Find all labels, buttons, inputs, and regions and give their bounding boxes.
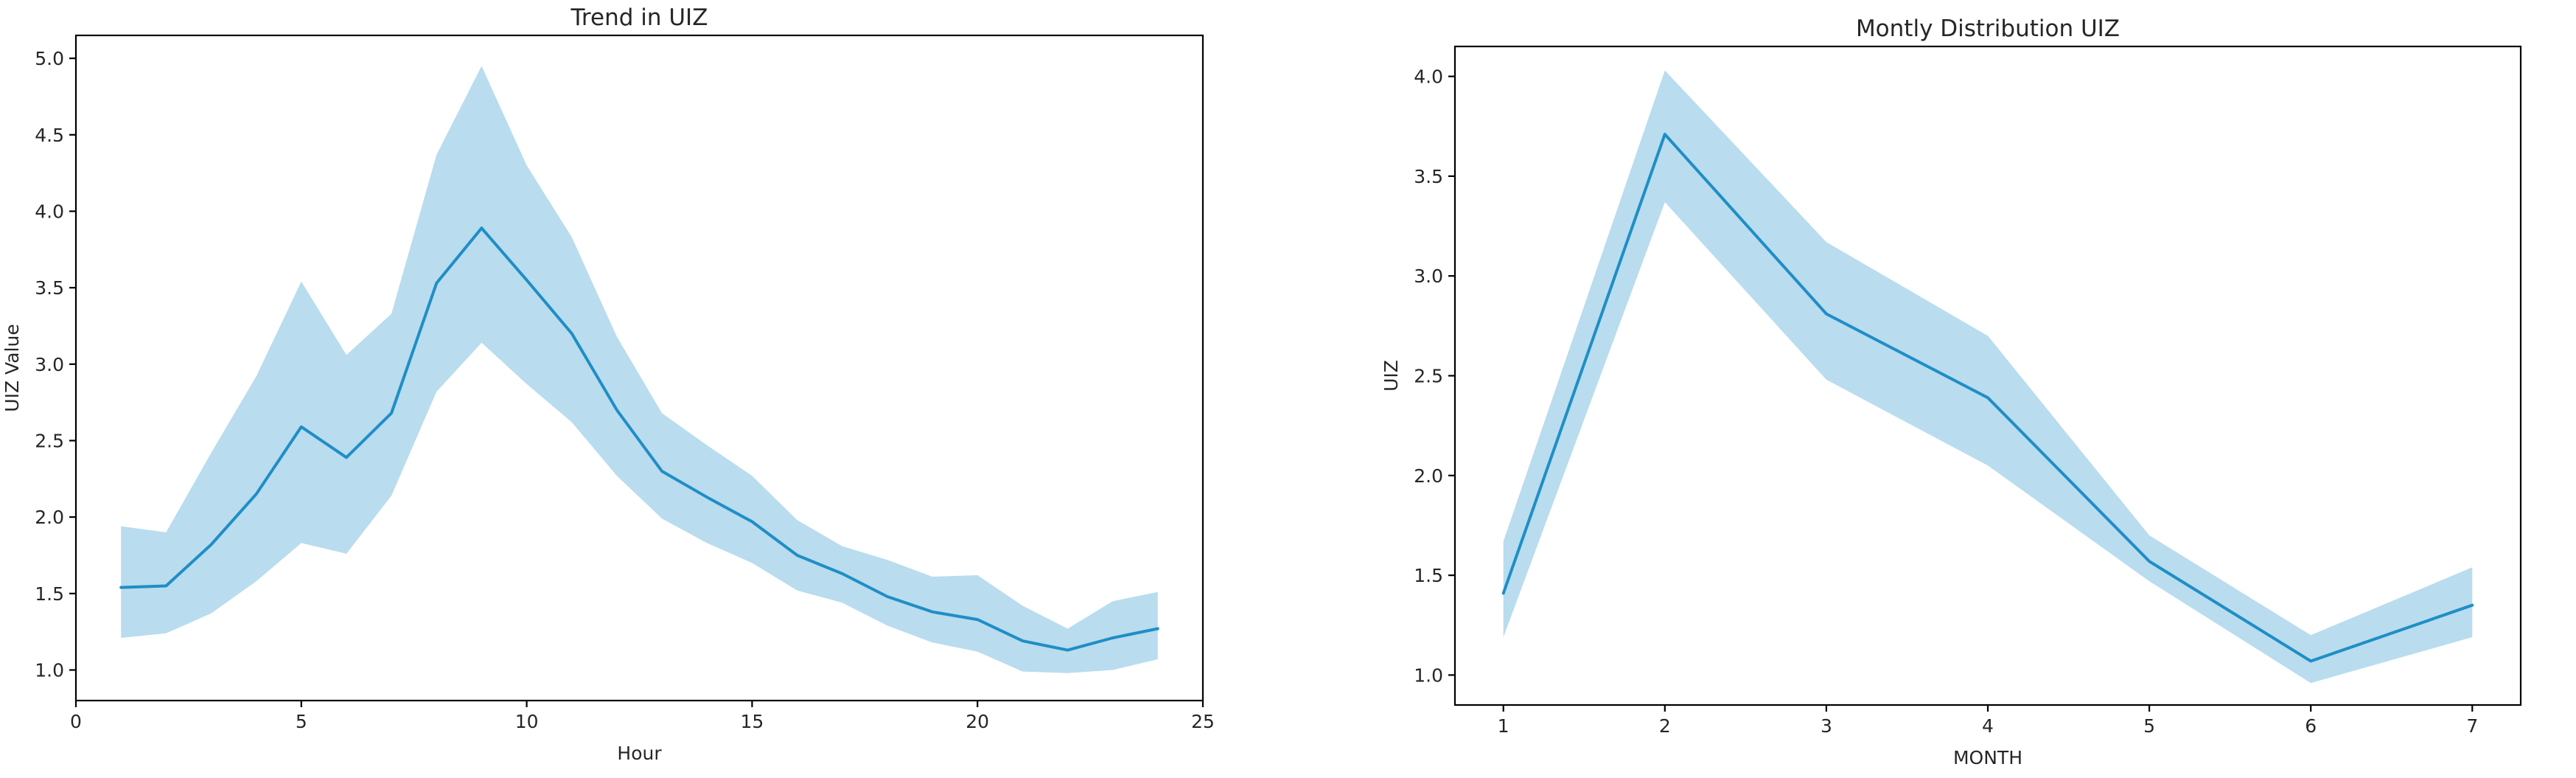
x-tick-label: 0: [70, 711, 82, 732]
x-tick-label: 5: [296, 711, 307, 732]
y-axis-title: UIZ Value: [1, 324, 23, 411]
x-tick-label: 5: [2143, 715, 2155, 737]
data-point: [930, 610, 935, 614]
data-point: [525, 278, 529, 282]
y-tick-label: 2.0: [35, 507, 64, 528]
data-point: [1986, 395, 1990, 400]
data-point: [389, 411, 394, 415]
data-point: [1824, 312, 1829, 316]
data-point: [164, 584, 168, 588]
data-point: [2147, 559, 2151, 563]
data-point: [705, 495, 709, 499]
x-tick-label: 3: [1821, 715, 1832, 737]
y-tick-label: 2.0: [1414, 465, 1443, 487]
data-point: [1156, 627, 1160, 631]
y-tick-label: 3.5: [35, 277, 64, 299]
data-point: [750, 519, 754, 524]
x-tick-label: 1: [1498, 715, 1509, 737]
x-tick-label: 25: [1191, 711, 1215, 732]
y-tick-label: 1.5: [1414, 565, 1443, 586]
y-tick-label: 3.5: [1414, 166, 1443, 187]
data-point: [615, 408, 619, 412]
series-line: [119, 226, 1159, 652]
y-tick-label: 2.5: [1414, 366, 1443, 387]
x-tick-label: 10: [515, 711, 539, 732]
confidence-band: [121, 66, 1158, 673]
data-point: [570, 331, 574, 336]
y-tick-label: 4.0: [1414, 66, 1443, 88]
hourly-trend-chart: 0 5 10 15 20 25 1.0 1.5 2.0 2.5 3.0 3.5 4.0 4.5 5.0 Hou…: [1, 4, 1215, 764]
confidence-band: [1503, 70, 2473, 684]
chart-title: Montly Distribution UIZ: [1856, 15, 2120, 42]
data-point: [660, 469, 664, 473]
y-tick-label: 4.5: [35, 125, 64, 146]
data-point: [840, 572, 845, 576]
data-point: [795, 553, 800, 558]
data-point: [975, 617, 980, 622]
data-point: [1501, 591, 1506, 596]
data-point: [885, 594, 890, 599]
x-tick-label: 7: [2466, 715, 2478, 737]
y-tick-label: 1.0: [1414, 664, 1443, 686]
y-tick-label: 2.5: [35, 430, 64, 451]
y-tick-label: 1.5: [35, 583, 64, 605]
series-line: [1501, 133, 2474, 663]
data-point: [119, 586, 123, 590]
chart-title: Trend in UIZ: [570, 4, 708, 31]
y-tick-label: 1.0: [35, 660, 64, 681]
y-tick-label: 3.0: [35, 354, 64, 375]
y-axis-title: UIZ: [1381, 360, 1402, 392]
x-tick-label: 6: [2305, 715, 2317, 737]
data-point: [2470, 603, 2474, 608]
x-tick-label: 4: [1982, 715, 1994, 737]
x-tick-label: 20: [966, 711, 989, 732]
data-point: [209, 543, 214, 547]
data-point: [1066, 648, 1070, 653]
x-tick-label: 2: [1659, 715, 1671, 737]
y-tick-label: 4.0: [35, 201, 64, 222]
axes-frame: [74, 34, 1204, 702]
data-point: [479, 226, 484, 230]
data-point: [2308, 659, 2313, 664]
data-point: [1020, 639, 1025, 643]
data-point: [434, 281, 439, 285]
data-point: [254, 492, 259, 496]
data-point: [299, 425, 304, 429]
data-point: [1111, 636, 1115, 640]
data-point: [1663, 132, 1667, 136]
data-point: [344, 455, 349, 459]
monthly-distribution-chart: 1 2 3 4 5 6 7 1.0 1.5 2.0 2.5 3.0 3.5 4.0 MONTH UIZ Mont…: [1381, 15, 2522, 768]
x-axis-title: MONTH: [1953, 747, 2022, 768]
y-tick-label: 3.0: [1414, 265, 1443, 287]
x-tick-label: 15: [740, 711, 764, 732]
y-tick-label: 5.0: [35, 48, 64, 69]
x-axis-title: Hour: [617, 743, 662, 764]
